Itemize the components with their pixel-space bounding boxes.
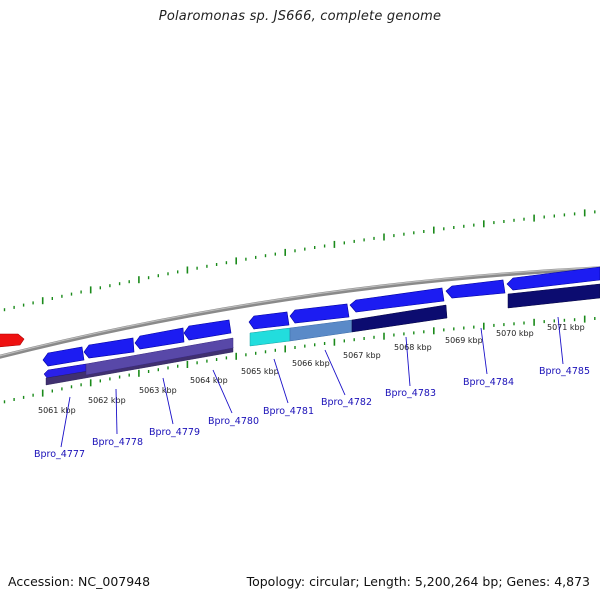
length-value: 5,200,264 bp: [414, 574, 499, 589]
gene-arrow[interactable]: [134, 327, 185, 350]
leader-line: [273, 358, 289, 404]
gene-arrow[interactable]: [42, 346, 85, 367]
gene-label-leaders: [60, 316, 564, 448]
gene-label[interactable]: Bpro_4784: [463, 377, 514, 388]
gene-label[interactable]: Bpro_4785: [539, 366, 590, 377]
coordinate-label: 5063 kbp: [139, 386, 177, 395]
gene-arrow[interactable]: [183, 319, 232, 341]
coordinate-labels: 5061 kbp 5062 kbp 5063 kbp 5064 kbp 5065…: [38, 323, 585, 415]
topology-value: circular: [309, 574, 356, 589]
feature-band-navy[interactable]: [351, 304, 448, 333]
feature-bands: [43, 283, 600, 386]
gene-arrow[interactable]: [506, 266, 600, 291]
map-title: Polaromonas sp. JS666, complete genome: [158, 9, 442, 24]
leader-line: [480, 327, 488, 375]
feature-band-navy[interactable]: [507, 283, 600, 309]
inner-tick-ring: [3, 315, 596, 404]
coordinate-label: 5066 kbp: [292, 359, 330, 368]
gene-label[interactable]: Bpro_4777: [34, 449, 85, 460]
leader-line: [212, 369, 233, 414]
gene-label[interactable]: Bpro_4781: [263, 406, 314, 417]
genome-backbone: [0, 266, 600, 359]
leader-line: [60, 396, 71, 448]
forward-genes: [42, 266, 600, 367]
coordinate-label: 5067 kbp: [343, 351, 381, 360]
feature-band-purple[interactable]: [85, 337, 234, 376]
genes-label: Genes:: [506, 574, 551, 589]
coordinate-label: 5064 kbp: [190, 376, 228, 385]
feature-band-steel[interactable]: [289, 319, 353, 342]
topology-label: Topology:: [246, 574, 306, 589]
coordinate-label: 5069 kbp: [445, 336, 483, 345]
genome-backbone-highlight: [0, 266, 600, 357]
genome-summary: Topology: circular; Length: 5,200,264 bp…: [246, 574, 590, 589]
gene-label[interactable]: Bpro_4778: [92, 437, 143, 448]
genes-value: 4,873: [554, 574, 590, 589]
coordinate-label: 5068 kbp: [394, 343, 432, 352]
accession-info: Accession: NC_007948: [8, 574, 150, 589]
gene-arrow[interactable]: [83, 337, 135, 359]
coordinate-label: 5071 kbp: [547, 323, 585, 332]
leader-line: [324, 349, 346, 396]
leader-line: [115, 388, 118, 435]
leader-line: [162, 377, 174, 425]
gene-arrow[interactable]: [445, 279, 506, 299]
gene-arrow[interactable]: [248, 311, 290, 330]
gene-arrow-red[interactable]: [0, 333, 25, 348]
gene-label[interactable]: Bpro_4783: [385, 388, 436, 399]
coordinate-label: 5070 kbp: [496, 329, 534, 338]
leader-line: [557, 316, 564, 365]
outer-tick-ring: [3, 209, 596, 312]
gene-label[interactable]: Bpro_4780: [208, 416, 259, 427]
length-label: Length:: [363, 574, 411, 589]
gene-arrow[interactable]: [289, 303, 350, 324]
gene-labels: Bpro_4777 Bpro_4778 Bpro_4779 Bpro_4780 …: [34, 366, 590, 460]
feature-band-cyan[interactable]: [249, 327, 291, 347]
coordinate-label: 5065 kbp: [241, 367, 279, 376]
leader-line: [405, 336, 411, 387]
coordinate-label: 5062 kbp: [88, 396, 126, 405]
coordinate-label: 5061 kbp: [38, 406, 76, 415]
gene-label[interactable]: Bpro_4779: [149, 427, 200, 438]
gene-arrow[interactable]: [349, 287, 445, 313]
accession-value: NC_007948: [78, 574, 151, 589]
accession-label: Accession:: [8, 574, 75, 589]
gene-label[interactable]: Bpro_4782: [321, 397, 372, 408]
